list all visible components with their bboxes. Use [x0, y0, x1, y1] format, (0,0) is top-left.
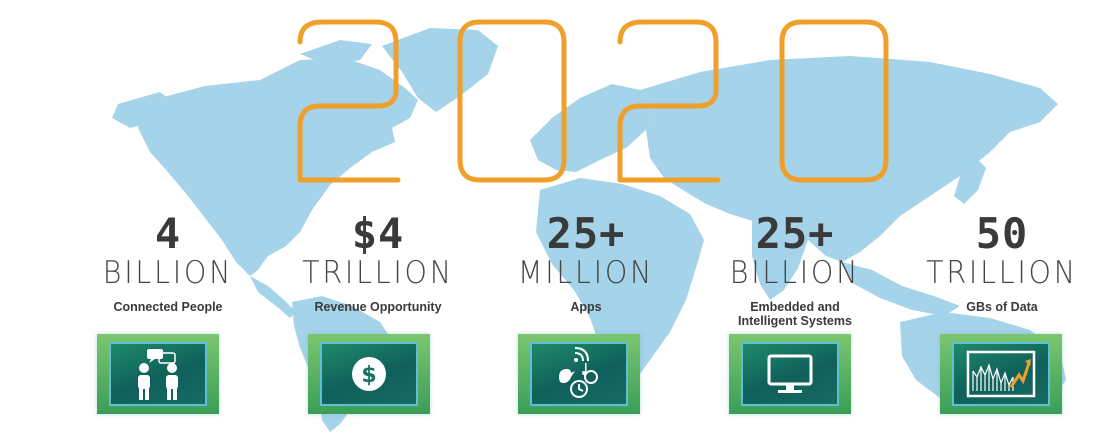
japan-shape	[954, 158, 986, 204]
southeast-asia-shape	[842, 262, 960, 316]
stat-number: 25+	[546, 209, 626, 258]
stat-description: Revenue Opportunity	[314, 300, 442, 314]
tile-apps	[518, 334, 640, 414]
tile-connected-people	[97, 334, 219, 414]
people-chat-icon	[138, 349, 178, 400]
stat-unit: BILLION	[729, 255, 861, 291]
year-digit-0-second	[779, 19, 889, 183]
stat-number: 4	[154, 209, 182, 258]
africa-shape	[536, 178, 704, 382]
stat-description: Embedded and Intelligent Systems	[738, 300, 852, 328]
tile-gbs-of-data	[940, 334, 1062, 414]
central-america-shape	[250, 276, 296, 318]
tile-screen	[741, 342, 839, 406]
stat-unit: TRILLION	[302, 255, 454, 291]
tile-screen: $	[320, 342, 418, 406]
stat-unit: BILLION	[102, 255, 234, 291]
tile-embedded-systems	[729, 334, 851, 414]
north-america-shape	[138, 58, 418, 276]
greenland-shape	[382, 28, 498, 112]
tile-revenue-opportunity: $	[308, 334, 430, 414]
tile-screen	[109, 342, 207, 406]
stat-connected-people: 4 BILLION Connected People	[78, 212, 258, 330]
year-digit-2-second	[617, 19, 721, 183]
apps-icon	[559, 347, 598, 398]
stat-description: GBs of Data	[966, 300, 1038, 314]
stat-number: 50	[975, 209, 1029, 258]
stat-gbs-of-data: 50 TRILLION GBs of Data	[912, 212, 1092, 330]
stat-number: 25+	[755, 209, 835, 258]
tile-screen	[952, 342, 1050, 406]
stat-number: $4	[351, 209, 405, 258]
india-shape	[752, 220, 808, 300]
year-digit-2-first	[297, 19, 401, 183]
stat-description: Apps	[570, 300, 602, 314]
chart-icon	[966, 350, 1036, 398]
stat-revenue-opportunity: $4 TRILLION Revenue Opportunity	[288, 212, 468, 330]
stat-unit: TRILLION	[926, 255, 1078, 291]
monitor-icon	[767, 354, 813, 393]
svg-text:$: $	[361, 363, 376, 388]
asia-shape	[640, 56, 1058, 262]
tile-screen	[530, 342, 628, 406]
stat-unit: MILLION	[517, 255, 655, 291]
dollar-coin-icon: $	[352, 357, 386, 391]
stat-description: Connected People	[113, 300, 223, 314]
year-headline: 2020	[297, 19, 889, 183]
alaska-shape	[112, 92, 176, 128]
arctic-islands-shape	[300, 40, 372, 66]
year-digit-0-first	[457, 19, 567, 183]
stat-embedded-systems: 25+ BILLION Embedded and Intelligent Sys…	[705, 212, 885, 330]
stat-apps: 25+ MILLION Apps	[496, 212, 676, 330]
